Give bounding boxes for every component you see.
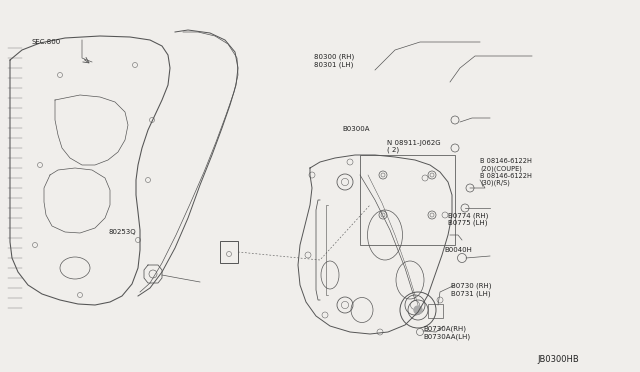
Text: B0040H: B0040H [445, 247, 473, 253]
Text: 80253Q: 80253Q [109, 229, 136, 235]
Text: 80300 (RH)
80301 (LH): 80300 (RH) 80301 (LH) [314, 54, 354, 68]
Text: SEC.800: SEC.800 [32, 39, 61, 45]
Text: B0300A: B0300A [342, 126, 370, 132]
Text: N 08911-J062G
( 2): N 08911-J062G ( 2) [387, 140, 441, 153]
Text: B0774 (RH)
B0775 (LH): B0774 (RH) B0775 (LH) [448, 212, 488, 226]
Text: JB0300HB: JB0300HB [538, 355, 579, 364]
Circle shape [414, 306, 422, 314]
Text: B0730A(RH)
B0730AA(LH): B0730A(RH) B0730AA(LH) [424, 326, 471, 340]
Text: B0730 (RH)
B0731 (LH): B0730 (RH) B0731 (LH) [451, 283, 492, 297]
Text: B 08146-6122H
(20)(COUPE)
B 08146-6122H
(30)(R/S): B 08146-6122H (20)(COUPE) B 08146-6122H … [480, 158, 532, 186]
